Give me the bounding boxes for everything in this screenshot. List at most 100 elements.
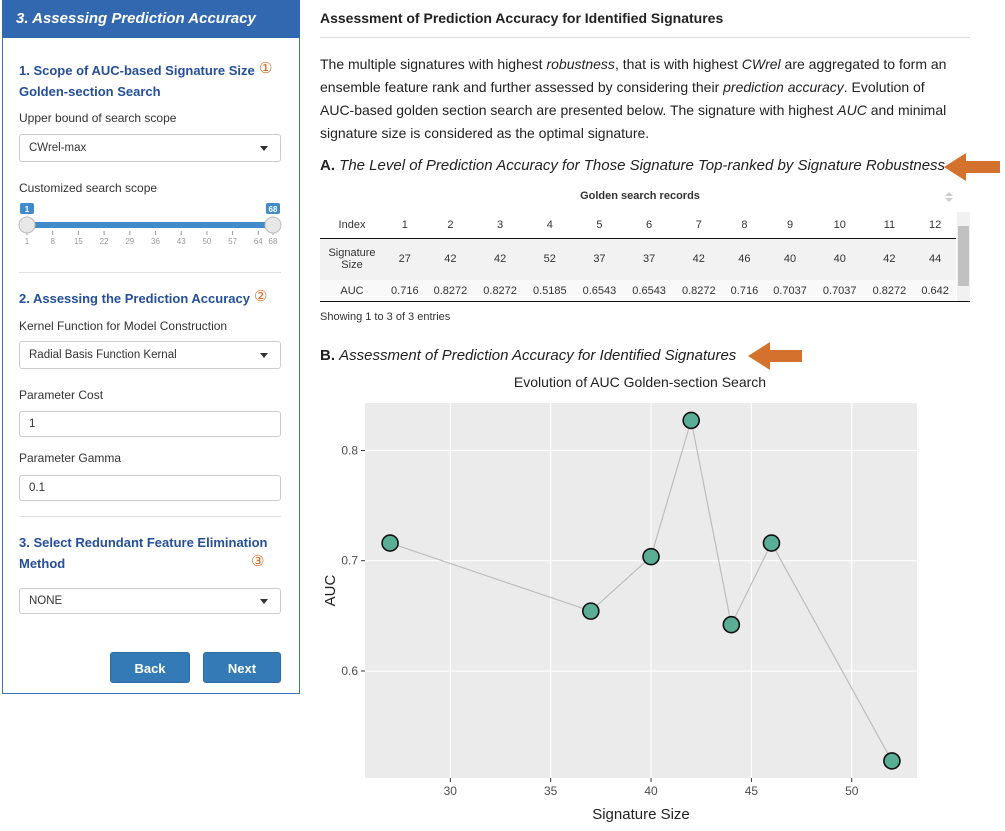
intro-paragraph: The multiple signatures with highest rob…	[320, 53, 962, 145]
field-label: Customized search scope	[19, 181, 158, 195]
plot-panel	[365, 403, 917, 778]
slider-tick-label: 29	[125, 237, 134, 246]
section-marker: ①	[259, 60, 273, 77]
sidebar-title: 3. Assessing Prediction Accuracy	[2, 0, 300, 38]
table-cell: 9	[786, 218, 794, 231]
caret	[260, 146, 268, 151]
slider-bar	[27, 222, 273, 228]
slider-value: 1	[25, 205, 30, 214]
table-cell: 0.6543	[632, 285, 666, 297]
x-axis-label: Signature Size	[592, 806, 690, 823]
row-header: AUC	[340, 285, 364, 297]
intro-text: and minimal signature size is considered…	[320, 102, 947, 141]
section-heading: 1. Scope of AUC-based Signature Size Gol…	[19, 63, 255, 99]
intro-text: robustness	[546, 56, 615, 72]
select-value: CWrel-max	[29, 142, 87, 154]
intro-text: AUC	[837, 102, 867, 118]
slider-value: 68	[269, 205, 278, 214]
table-cell: 3	[497, 218, 504, 231]
row-header: Signature Size	[328, 247, 376, 272]
intro-text: are aggregated to form an ensemble featu…	[320, 56, 947, 95]
section-title: Assessment of Prediction Accuracy for Id…	[339, 347, 737, 364]
table-cell: 40	[833, 253, 846, 266]
table-row: Index 1 2 3 4 5 6 7 8 9 10 11 12	[320, 212, 956, 238]
section-label: B.	[320, 347, 335, 364]
data-point	[682, 411, 700, 430]
slider-handle[interactable]	[18, 216, 36, 234]
arrow-shape	[944, 153, 1000, 181]
table-cell: 6	[646, 218, 653, 231]
slider-tick-label: 15	[74, 237, 83, 246]
caret	[260, 599, 268, 604]
scroll-thumb[interactable]	[958, 226, 969, 286]
y-tick-label: 0.7	[341, 554, 358, 568]
intro-text: The multiple signatures with highest	[320, 56, 547, 72]
field-label: Kernel Function for Model Construction	[19, 319, 228, 333]
table-cell: 8	[741, 218, 748, 231]
table-cell: 0.7037	[822, 285, 857, 297]
scrollbar[interactable]	[957, 212, 970, 302]
data-table: Index 1 2 3 4 5 6 7 8 9 10 11 12 Signature Size 27 42 42…	[320, 212, 956, 302]
x-tick-label: 40	[644, 784, 658, 798]
main-title: Assessment of Prediction Accuracy for Id…	[320, 10, 724, 26]
table-row: Signature Size 27 42 42 52 37 37 42 46 40 40 42 44	[320, 238, 956, 280]
section-marker: ②	[254, 288, 268, 305]
divider	[19, 272, 281, 273]
text-input[interactable]: 0.1	[19, 475, 281, 501]
select[interactable]: Radial Basis Function Kernal	[19, 341, 281, 369]
input-value: 0.1	[29, 482, 45, 494]
select-value: Radial Basis Function Kernal	[29, 349, 177, 361]
table-cell: 37	[642, 253, 656, 266]
table-cell: 40	[783, 253, 797, 266]
table-cell: 2	[447, 218, 454, 231]
slider-value-badge	[20, 203, 34, 214]
data-point	[642, 547, 660, 566]
slider-tick-label: 1	[25, 237, 30, 246]
table-cell: 52	[543, 253, 556, 266]
data-point	[722, 615, 741, 634]
y-tick-label: 0.8	[341, 443, 358, 457]
table-cell: 5	[596, 218, 603, 231]
x-tick-label: 45	[745, 784, 759, 798]
data-point	[582, 602, 600, 620]
select-value: NONE	[29, 595, 63, 607]
table-cell: 0.716	[391, 285, 419, 297]
table-cell: 0.8272	[681, 285, 716, 297]
table-cell: 0.716	[730, 285, 759, 297]
table-cell: 0.8272	[483, 285, 517, 297]
next-button[interactable]: Next	[203, 652, 281, 683]
table-cell: 12	[928, 218, 942, 231]
y-axis-label: AUC	[322, 574, 339, 606]
table-cell: 44	[928, 253, 942, 266]
select[interactable]: CWrel-max	[19, 134, 281, 162]
section-title: The Level of Prediction Accuracy for Tho…	[339, 157, 946, 174]
x-tick-label: 35	[544, 784, 558, 798]
slider-tick-label: 57	[228, 237, 237, 246]
range-slider[interactable]: 1 8 15 22 29 36 43 50 57 64 68 1 68	[12, 200, 287, 250]
table-cell: 0.7037	[773, 285, 807, 297]
data-point	[883, 752, 901, 770]
table-cell: 42	[493, 253, 507, 266]
select[interactable]: NONE	[19, 588, 281, 614]
arrow-shape	[748, 342, 802, 370]
table-cell: 7	[695, 218, 702, 231]
table-cell: 0.8272	[872, 285, 907, 297]
table-cell: 46	[738, 253, 751, 266]
sort-icon[interactable]	[944, 191, 954, 203]
back-button[interactable]: Back	[110, 652, 190, 683]
section-heading: B. Assessment of Prediction Accuracy for…	[320, 347, 736, 364]
slider-tick-label: 43	[177, 237, 186, 246]
table-info: Showing 1 to 3 of 3 entries	[320, 311, 451, 323]
slider-value-badge	[266, 203, 280, 214]
slider-tick-label: 36	[151, 237, 160, 246]
divider	[320, 37, 970, 38]
slider-handle[interactable]	[264, 216, 282, 234]
chart-title: Evolution of AUC Golden-section Search	[514, 374, 766, 390]
intro-text: , that is with highest	[614, 56, 742, 72]
table-cell: 42	[883, 253, 896, 266]
table-cell: 42	[444, 253, 457, 266]
text-input[interactable]: 1	[19, 411, 281, 437]
slider-tick-label: 22	[100, 237, 109, 246]
section-heading: 3. Select Redundant Feature Elimination …	[19, 535, 268, 571]
